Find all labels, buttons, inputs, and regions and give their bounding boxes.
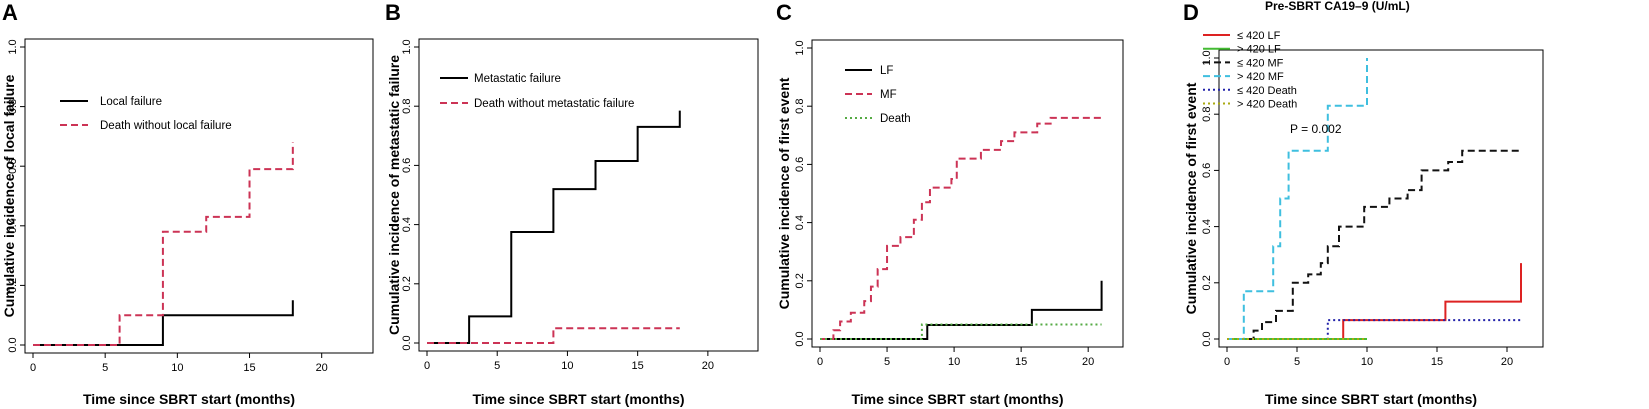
y-tick-label: 0.0 xyxy=(1201,331,1213,346)
legend-label: ≤ 420 MF xyxy=(1237,57,1284,69)
series-line-metastatic-failure xyxy=(427,110,681,344)
series-line-420-mf xyxy=(1227,149,1521,340)
y-tick-label: 0.6 xyxy=(401,158,413,173)
x-tick-label: 20 xyxy=(1082,356,1094,368)
panel-c: C 0 5 10 15 20 0.0 0.2 0.4 0.6 0.8 1.0 Time since SB… xyxy=(776,0,1124,407)
y-tick-label: 0.8 xyxy=(401,99,413,114)
x-tick-label: 0 xyxy=(817,356,823,368)
legend-label: MF xyxy=(880,89,897,101)
series-line-death-without-metastatic-failure xyxy=(427,327,680,344)
legend-label: > 420 LF xyxy=(1237,44,1281,56)
y-tick-label: 0.6 xyxy=(1201,163,1213,178)
y-tick-label: 0.2 xyxy=(7,278,19,293)
y-axis-title: Cumulative incidence of first event xyxy=(776,77,792,309)
legend-label: > 420 Death xyxy=(1237,99,1297,111)
x-axis-title: Time since SBRT start (months) xyxy=(83,391,295,407)
y-tick-label: 0.8 xyxy=(794,99,806,114)
x-tick-label: 15 xyxy=(1015,356,1027,368)
x-tick-label: 10 xyxy=(171,362,183,374)
x-tick-label: 5 xyxy=(1294,356,1300,368)
legend-label: Death without local failure xyxy=(100,120,232,132)
y-tick-label: 0.4 xyxy=(1201,219,1213,234)
x-tick-label: 10 xyxy=(561,360,573,372)
series-line-death xyxy=(820,323,1102,340)
legend-label: Metastatic failure xyxy=(474,73,561,85)
legend-label: Death xyxy=(880,113,911,125)
y-tick-label: 0.8 xyxy=(1201,107,1213,122)
legend-title: Pre-SBRT CA19–9 (U/mL) xyxy=(1265,0,1410,13)
legend-label: > 420 MF xyxy=(1237,71,1284,83)
y-tick-label: 0.2 xyxy=(401,276,413,291)
panel-letter: D xyxy=(1183,0,1199,25)
series-line-420-lf xyxy=(1227,263,1522,340)
y-tick-label: 0.4 xyxy=(401,217,413,232)
x-tick-label: 0 xyxy=(30,362,36,374)
plot-frame xyxy=(811,39,1124,348)
x-tick-label: 10 xyxy=(1361,356,1373,368)
x-tick-label: 5 xyxy=(494,360,500,372)
legend-label: ≤ 420 Death xyxy=(1237,85,1297,97)
x-tick-label: 20 xyxy=(702,360,714,372)
x-axis-title: Time since SBRT start (months) xyxy=(851,391,1063,407)
y-tick-label: 1.0 xyxy=(7,39,19,54)
x-tick-label: 20 xyxy=(316,362,328,374)
y-axis-title: Cumulative incidence of first event xyxy=(1183,82,1199,314)
plot-frame xyxy=(418,38,759,352)
x-tick-label: 10 xyxy=(948,356,960,368)
legend-label: Local failure xyxy=(100,96,162,108)
y-tick-label: 0.4 xyxy=(794,215,806,230)
x-axis-title: Time since SBRT start (months) xyxy=(472,391,684,407)
x-tick-label: 0 xyxy=(424,360,430,372)
plot-frame xyxy=(24,38,374,354)
x-tick-label: 15 xyxy=(632,360,644,372)
y-tick-label: 0.6 xyxy=(7,159,19,174)
x-tick-label: 15 xyxy=(1431,356,1443,368)
y-tick-label: 0.0 xyxy=(794,331,806,346)
y-tick-label: 0.0 xyxy=(7,337,19,352)
p-value-annotation: P = 0.002 xyxy=(1290,122,1342,136)
y-tick-label: 0.2 xyxy=(1201,275,1213,290)
panel-letter: C xyxy=(776,0,792,25)
y-axis-title: Cumulative incidence of local failure xyxy=(1,74,17,317)
x-tick-label: 5 xyxy=(102,362,108,374)
panel-a: A 0 5 10 15 20 0.0 0.2 0.4 0.6 0.8 1.0 Time since SB… xyxy=(1,0,374,407)
x-tick-label: 20 xyxy=(1501,356,1513,368)
y-tick-label: 1.0 xyxy=(401,39,413,54)
x-tick-label: 15 xyxy=(243,362,255,374)
x-tick-label: 0 xyxy=(1224,356,1230,368)
y-tick-label: 0.4 xyxy=(7,218,19,233)
panel-b: B 0 5 10 15 20 0.0 0.2 0.4 0.6 0.8 1.0 Time since SB… xyxy=(385,0,759,407)
legend-label: LF xyxy=(880,65,893,77)
legend-label: ≤ 420 LF xyxy=(1237,30,1281,42)
x-axis-title: Time since SBRT start (months) xyxy=(1265,391,1477,407)
series-line-death-without-local-failure xyxy=(33,142,294,346)
y-tick-label: 0.0 xyxy=(401,335,413,350)
plot-frame xyxy=(1218,49,1544,348)
series-line-420-mf xyxy=(1227,58,1368,340)
y-tick-label: 0.8 xyxy=(7,99,19,114)
y-axis-title: Cumulative incidence of metastatic failu… xyxy=(386,55,402,335)
legend-label: Death without metastatic failure xyxy=(474,98,634,110)
y-tick-label: 1.0 xyxy=(794,40,806,55)
series-line-mf xyxy=(820,116,1102,340)
panel-letter: B xyxy=(385,0,401,25)
panel-letter: A xyxy=(2,0,18,25)
y-tick-label: 0.2 xyxy=(794,273,806,288)
x-tick-label: 5 xyxy=(884,356,890,368)
y-tick-label: 0.6 xyxy=(794,157,806,172)
series-line-lf xyxy=(820,280,1103,340)
